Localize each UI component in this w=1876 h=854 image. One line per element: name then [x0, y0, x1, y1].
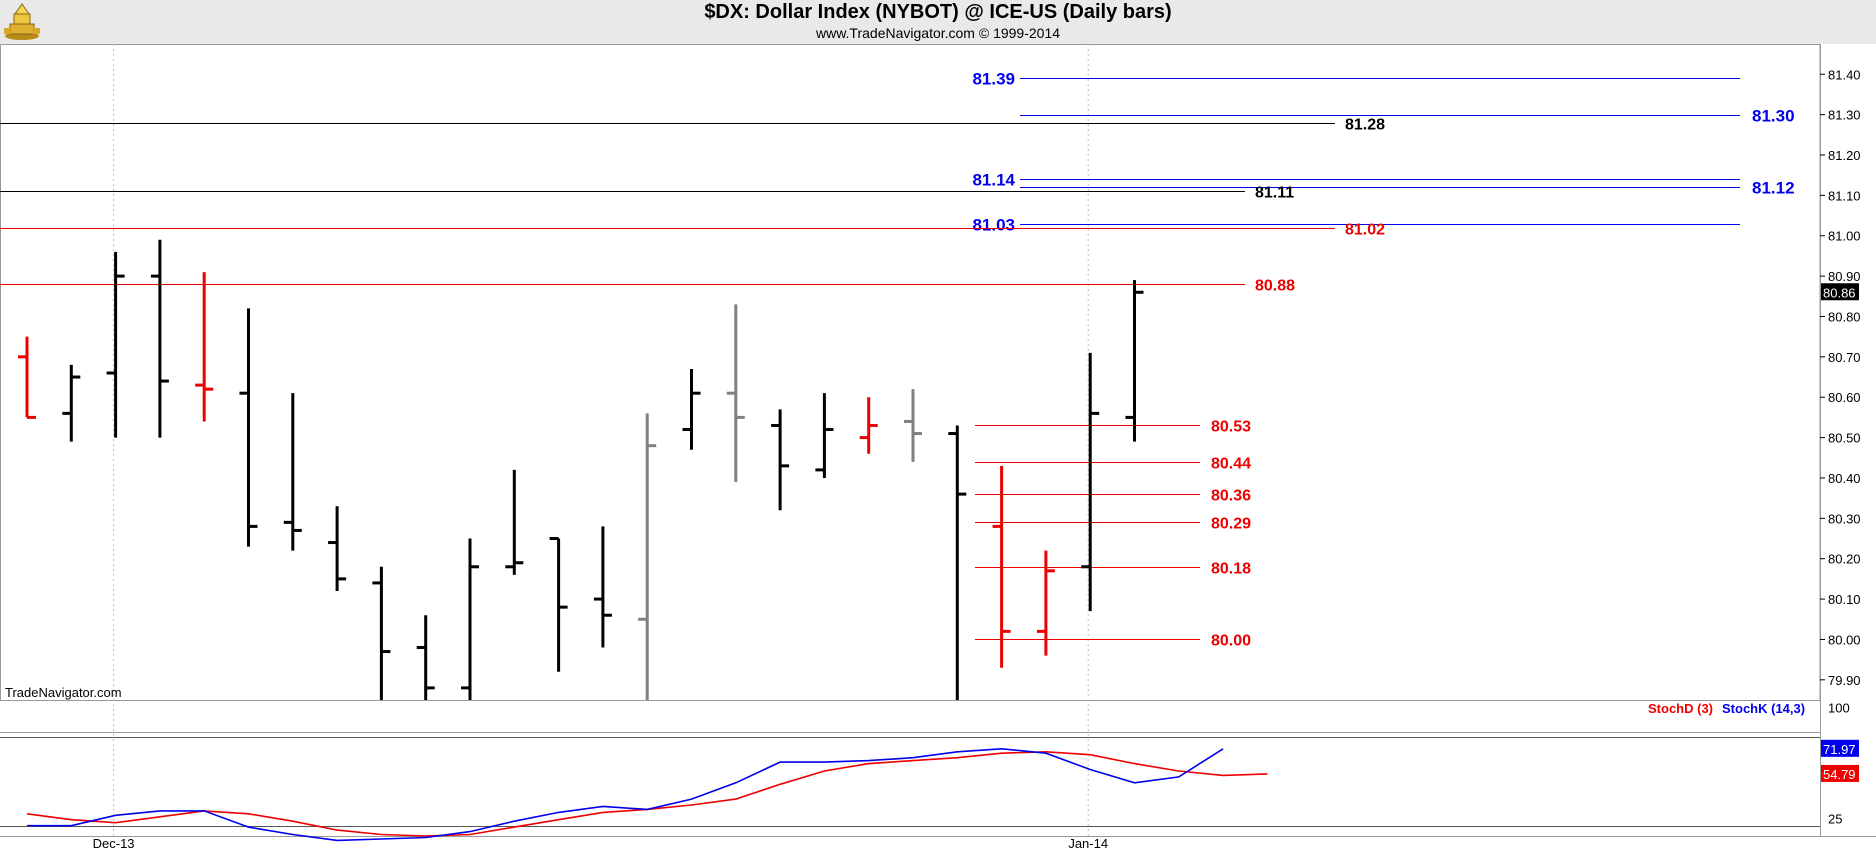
- ohlc-bar: [549, 537, 568, 672]
- chart-header: $DX: Dollar Index (NYBOT) @ ICE-US (Dail…: [0, 0, 1876, 44]
- price-tick-label: 80.50: [1828, 431, 1861, 446]
- level-label: 81.11: [1255, 185, 1294, 202]
- ohlc-bar: [328, 506, 347, 591]
- ohlc-bar: [150, 239, 169, 438]
- level-label: 80.88: [1255, 278, 1295, 295]
- price-tick-label: 80.00: [1828, 632, 1861, 647]
- level-label: 80.36: [1211, 488, 1251, 505]
- ohlc-bar: [1125, 280, 1144, 442]
- ohlc-bar: [593, 526, 612, 648]
- stochastic-legend: StochD (3) StochK (14,3): [1648, 701, 1805, 716]
- stoch-last-marker: [1821, 739, 1859, 757]
- chart-title: $DX: Dollar Index (NYBOT) @ ICE-US (Dail…: [704, 1, 1172, 23]
- stoch-line: [26, 750, 1268, 837]
- ohlc-bar: [815, 393, 834, 478]
- price-tick-label: 80.10: [1828, 592, 1861, 607]
- ohlc-bar: [62, 364, 81, 442]
- level-label: 81.02: [1345, 222, 1385, 239]
- last-price-marker: [1821, 283, 1859, 301]
- ohlc-bar: [372, 566, 391, 700]
- stoch-last-marker: [1821, 764, 1859, 782]
- price-tick-label: 81.30: [1828, 108, 1861, 123]
- stoch-line: [27, 747, 1224, 842]
- level-label: 80.00: [1211, 633, 1251, 650]
- ohlc-bar: [638, 413, 657, 700]
- level-label: 81.03: [972, 216, 1015, 235]
- ohlc-bar: [771, 409, 790, 511]
- ohlc-bar: [948, 425, 967, 700]
- ohlc-bar: [239, 308, 258, 547]
- trade-navigator-logo-icon: [2, 2, 44, 47]
- price-levels: 81.39 81.30 81.28 81.14 81.12 81.11 81.03 81.02…: [0, 70, 1795, 650]
- price-tick-label: 79.90: [1828, 673, 1861, 688]
- level-label: 81.30: [1752, 107, 1795, 126]
- price-tick-label: 80.70: [1828, 350, 1861, 365]
- price-tick-label: 81.20: [1828, 148, 1861, 163]
- ohlc-bar: [1081, 352, 1100, 612]
- price-tick-label: 81.10: [1828, 188, 1861, 203]
- chart-subtitle: www.TradeNavigator.com © 1999-2014: [815, 25, 1061, 41]
- price-tick-label: 81.40: [1828, 67, 1861, 82]
- date-label: Jan-14: [1068, 836, 1108, 851]
- level-label: 80.53: [1211, 419, 1251, 436]
- stoch-last-label: 71.97: [1823, 742, 1856, 757]
- price-bars: [18, 239, 1144, 700]
- watermark-text: TradeNavigator.com: [5, 685, 122, 700]
- ohlc-bar: [682, 368, 701, 450]
- price-tick-label: 80.30: [1828, 511, 1861, 526]
- ohlc-bar: [461, 538, 479, 700]
- level-label: 80.18: [1211, 561, 1251, 578]
- legend-stochd: StochD (3): [1648, 701, 1713, 716]
- gridlines: [113, 44, 1089, 836]
- stoch-last-label: 54.79: [1823, 767, 1856, 782]
- price-tick-label: 81.00: [1828, 229, 1861, 244]
- price-tick-label: 80.20: [1828, 552, 1861, 567]
- stoch-tick-label: 100: [1828, 700, 1850, 715]
- date-axis: Dec-13 Jan-14: [93, 836, 1108, 851]
- price-tick-label: 80.80: [1828, 309, 1861, 324]
- level-label: 80.29: [1211, 516, 1251, 533]
- price-tick-label: 80.60: [1828, 390, 1861, 405]
- ohlc-bar: [1036, 550, 1055, 656]
- price-tick-label: 80.90: [1828, 269, 1861, 284]
- level-label: 81.39: [972, 70, 1015, 89]
- ohlc-bar: [505, 469, 524, 575]
- stoch-tick-label: 25: [1828, 811, 1842, 826]
- date-label: Dec-13: [93, 836, 135, 851]
- last-price-label: 80.86: [1823, 285, 1856, 300]
- legend-stochk: StochK (14,3): [1722, 701, 1805, 716]
- price-axis: 81.40 81.30 81.20 81.10 81.00 80.90 80.80 80.70…: [1820, 67, 1861, 688]
- ohlc-bar: [859, 397, 878, 454]
- ohlc-bar: [18, 336, 36, 419]
- ohlc-bar: [106, 251, 125, 438]
- stochastic-panel: 100 25 54.79 71.97: [0, 700, 1859, 842]
- ohlc-bar: [195, 272, 214, 422]
- ohlc-bar: [416, 615, 435, 700]
- price-panel-border: [0, 44, 1821, 701]
- ohlc-bar: [726, 304, 745, 482]
- ohlc-bar: [904, 389, 922, 462]
- ohlc-bar: [992, 465, 1011, 668]
- price-tick-label: 80.40: [1828, 471, 1861, 486]
- chart-frame: [0, 44, 1876, 837]
- level-label: 81.28: [1345, 117, 1385, 134]
- level-label: 81.12: [1752, 179, 1795, 198]
- level-label: 81.14: [972, 171, 1015, 190]
- level-label: 80.44: [1211, 456, 1251, 473]
- ohlc-bar: [283, 393, 302, 551]
